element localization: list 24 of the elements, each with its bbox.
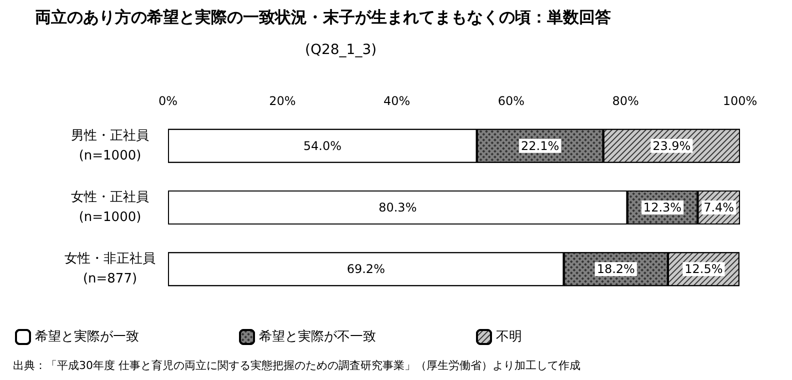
data-label: 80.3% (378, 200, 417, 214)
x-tick-label: 60% (498, 94, 525, 108)
chart-title: 両立のあり方の希望と実際の一致状況・末子が生まれてまもなくの頃：単数回答 (35, 8, 611, 26)
x-tick-label: 100% (722, 94, 758, 108)
legend-label: 希望と実際が不一致 (259, 328, 376, 344)
x-tick-label: 20% (269, 94, 296, 108)
y-tick-label: 男性・正社員 (n=1000) (71, 128, 149, 164)
y-tick-label: 女性・非正社員 (n=877) (64, 252, 156, 287)
chart-subtitle: (Q28_1_3) (305, 42, 377, 58)
data-label: 22.1% (521, 138, 560, 153)
x-tick-label: 40% (383, 94, 410, 108)
source-note: 出典：「平成30年度 仕事と育児の両立に関する実態把握のための調査研究事業」（厚生労働省）より加工して作成 (13, 359, 580, 372)
data-label: 18.2% (596, 262, 635, 276)
data-label: 12.5% (684, 262, 723, 276)
legend-label: 希望と実際が一致 (35, 328, 139, 344)
legend-label: 不明 (496, 330, 522, 344)
y-tick-label: 女性・正社員 (n=1000) (71, 190, 149, 225)
data-label: 23.9% (652, 138, 691, 153)
x-tick-label: 0% (158, 94, 178, 108)
data-label: 54.0% (303, 138, 342, 153)
data-label: 7.4% (704, 200, 734, 214)
data-label: 69.2% (346, 262, 385, 276)
data-label: 12.3% (643, 200, 682, 214)
x-tick-label: 80% (612, 94, 639, 108)
